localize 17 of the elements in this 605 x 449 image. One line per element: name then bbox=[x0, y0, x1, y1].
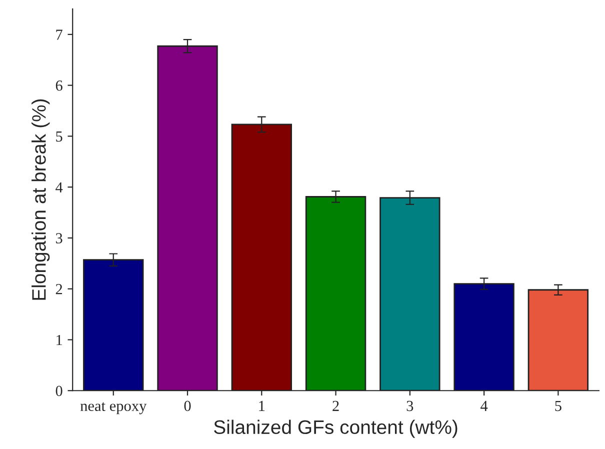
x-tick-label: 3 bbox=[406, 400, 414, 412]
y-tick-label: 2 bbox=[56, 284, 62, 294]
x-tick-label: 0 bbox=[184, 400, 191, 412]
y-axis-title: Elongation at break (%) bbox=[32, 99, 50, 300]
x-tick-label: 5 bbox=[555, 400, 562, 412]
x-tick-label: 2 bbox=[332, 400, 339, 411]
y-tick-label: 0 bbox=[56, 386, 62, 396]
x-axis-title: Silanized GFs content (wt%) bbox=[214, 420, 458, 438]
y-tick-label: 1 bbox=[56, 334, 62, 346]
y-tick-label: 4 bbox=[56, 182, 63, 192]
x-tick-label: 1 bbox=[259, 400, 265, 411]
x-tick-label: neat epoxy bbox=[80, 402, 147, 414]
y-tick-label: 6 bbox=[56, 80, 62, 91]
y-tick-label: 5 bbox=[56, 131, 62, 142]
y-tick-label: 3 bbox=[56, 233, 62, 244]
x-tick-label: 4 bbox=[480, 400, 488, 411]
y-tick-label: 7 bbox=[56, 30, 62, 40]
